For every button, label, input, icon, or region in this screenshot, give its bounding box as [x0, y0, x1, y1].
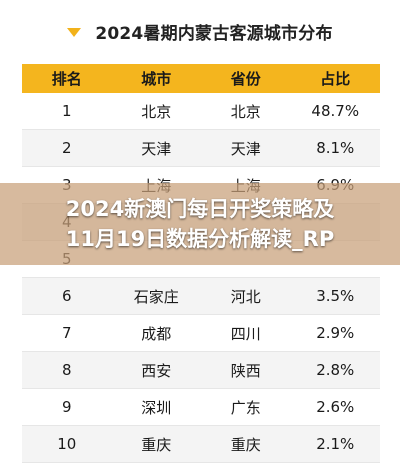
city-cell: 北京	[111, 93, 201, 130]
rank-cell: 9	[22, 388, 112, 426]
overlay-headline-line-2: 11月19日数据分析解读_RP	[65, 227, 335, 251]
city-cell: 成都	[111, 314, 201, 352]
overlay-headline-line-1: 2024新澳门每日开奖策略及	[65, 197, 335, 221]
city-cell: 深圳	[111, 388, 201, 426]
headline-overlay-banner: 2024新澳门每日开奖策略及 11月19日数据分析解读_RP	[0, 183, 400, 265]
province-cell: 重庆	[201, 425, 291, 463]
province-cell: 四川	[201, 314, 291, 352]
city-cell: 西安	[111, 351, 201, 389]
table-row: 1 北京 北京 48.7%	[22, 93, 380, 130]
header: 2024暑期内蒙古客源城市分布	[0, 0, 400, 62]
rank-cell: 7	[22, 314, 112, 352]
rank-cell: 6	[22, 277, 112, 315]
province-cell: 河北	[201, 277, 291, 315]
rank-cell: 10	[22, 425, 112, 463]
province-cell: 广东	[201, 388, 291, 426]
table-row: 10 重庆 重庆 2.1%	[22, 425, 380, 463]
table-row: 8 西安 陕西 2.8%	[22, 351, 380, 389]
city-cell: 天津	[111, 129, 201, 167]
table-row: 7 成都 四川 2.9%	[22, 314, 380, 352]
share-cell: 48.7%	[290, 93, 380, 130]
province-cell: 天津	[201, 129, 291, 167]
table-row: 2 天津 天津 8.1%	[22, 129, 380, 167]
column-header-share: 占比	[290, 64, 380, 93]
column-header-province: 省份	[201, 64, 291, 93]
rank-cell: 8	[22, 351, 112, 389]
column-header-city: 城市	[111, 64, 201, 93]
city-cell: 重庆	[111, 425, 201, 463]
province-cell: 陕西	[201, 351, 291, 389]
table-header-row: 排名 城市 省份 占比	[22, 64, 380, 93]
share-cell: 8.1%	[290, 129, 380, 167]
city-cell: 石家庄	[111, 277, 201, 315]
share-cell: 2.8%	[290, 351, 380, 389]
column-header-rank: 排名	[22, 64, 112, 93]
province-cell: 北京	[201, 93, 291, 130]
rank-cell: 2	[22, 129, 112, 167]
share-cell: 2.6%	[290, 388, 380, 426]
share-cell: 2.9%	[290, 314, 380, 352]
share-cell: 2.1%	[290, 425, 380, 463]
share-cell: 3.5%	[290, 277, 380, 315]
triangle-down-icon	[67, 27, 82, 37]
rank-cell: 1	[22, 93, 112, 130]
table-row: 9 深圳 广东 2.6%	[22, 388, 380, 426]
page-title: 2024暑期内蒙古客源城市分布	[95, 23, 333, 44]
table-row: 6 石家庄 河北 3.5%	[22, 277, 380, 315]
